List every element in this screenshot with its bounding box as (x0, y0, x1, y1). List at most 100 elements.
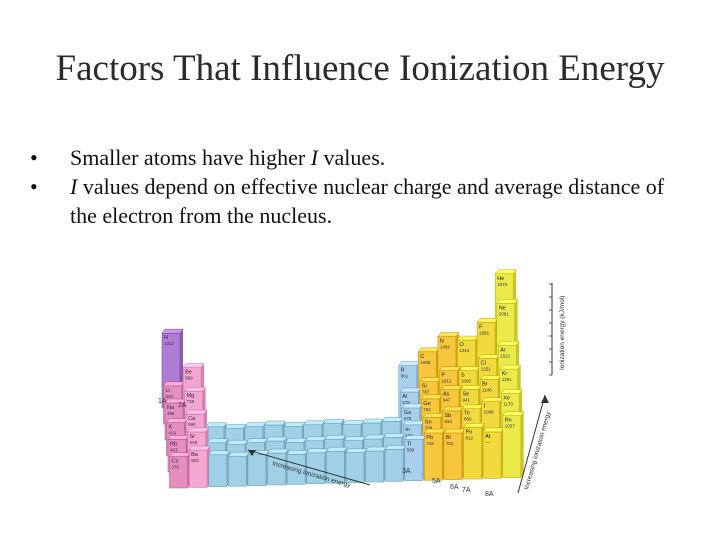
element-symbol: In (405, 427, 410, 433)
element-symbol: H (164, 335, 168, 341)
slide-title: Factors That Influence Ionization Energy (55, 48, 665, 89)
element-value: 1681 (479, 330, 490, 335)
bar-top (285, 438, 308, 443)
element-symbol: As (443, 392, 450, 398)
bar-top (167, 435, 190, 440)
element-symbol: O (460, 342, 465, 348)
element-symbol: Se (463, 391, 470, 397)
element-symbol: Sb (444, 413, 451, 419)
axis-label: Ionization energy (kJ/mol) (559, 296, 566, 370)
group-label: 1A (158, 398, 167, 405)
element-value: 1351 (502, 377, 513, 382)
bar-top (381, 417, 404, 422)
bar-top (342, 420, 365, 425)
element-value: 496 (167, 411, 175, 416)
element-symbol: Pb (426, 435, 433, 441)
bar-side (520, 411, 524, 478)
bar-top (417, 347, 440, 353)
bar-top (398, 361, 421, 366)
element-symbol: K (169, 425, 173, 431)
bar-top (205, 422, 228, 428)
bar-top (478, 354, 501, 359)
element-value: 1251 (481, 366, 492, 371)
bottom-arrow-line (247, 449, 371, 486)
element-value: 403 (170, 447, 178, 452)
bar-top (419, 377, 442, 382)
bar-top (188, 445, 211, 451)
bar-top (443, 428, 466, 434)
bar-front (345, 452, 365, 483)
group-label: 2A (178, 402, 187, 409)
bullet-dot: • (30, 145, 38, 170)
element-value: 947 (443, 398, 451, 403)
element-symbol: I (484, 404, 486, 410)
element-symbol: Li (166, 388, 170, 394)
element-value: 762 (423, 407, 431, 412)
bar-top (437, 332, 460, 337)
element-value: 787 (422, 390, 430, 395)
bar-top (497, 341, 520, 346)
element-symbol: Br (482, 382, 488, 388)
element-symbol: Si (422, 384, 427, 390)
bar-top (227, 451, 250, 457)
element-symbol: He (497, 276, 504, 282)
bar-top (264, 420, 286, 426)
element-symbol: Rn (505, 418, 512, 424)
bar-top (423, 428, 446, 434)
bar-top (438, 366, 461, 371)
element-symbol: B (401, 368, 405, 374)
element-symbol: Rb (170, 441, 177, 447)
bar-top (458, 366, 481, 371)
element-value: 1314 (460, 348, 471, 353)
bar-top (286, 450, 309, 455)
bar-top (399, 387, 422, 393)
element-symbol: At (485, 434, 491, 440)
ionization-energy-periodic-table: H 1312 He 2372 Li 520 Be 899 B 801 C 1086 N 1402 O 1314… (140, 245, 580, 500)
bar-top (163, 381, 185, 387)
element-value: 703 (446, 441, 454, 446)
element-value: 801 (401, 374, 409, 379)
element-symbol: Te (464, 411, 470, 417)
bar-front (365, 450, 384, 483)
bar-top (500, 389, 523, 394)
bar-top (502, 411, 525, 416)
element-value: 376 (172, 465, 180, 470)
element-value: 812 (466, 435, 474, 440)
element-value: 578 (402, 400, 410, 405)
element-value: 1312 (164, 341, 175, 346)
bar-top (322, 418, 345, 424)
element-value: — (485, 440, 490, 445)
element-value: 899 (185, 376, 193, 381)
bar-top (404, 435, 427, 440)
bar-top (224, 423, 247, 429)
element-symbol: Cl (481, 360, 486, 366)
element-symbol: Sn (425, 419, 432, 425)
bar-top (226, 439, 249, 445)
element-symbol: F (479, 324, 483, 330)
bullet-italic: I (310, 145, 319, 170)
group-label: 3A (402, 468, 411, 475)
bar-top (304, 436, 327, 442)
element-symbol: Bi (446, 435, 451, 441)
element-value: 1170 (503, 402, 513, 407)
element-value: 869 (464, 417, 472, 422)
group-label: 6A (450, 484, 459, 491)
element-value: 709 (425, 425, 433, 430)
bar-top (457, 335, 479, 341)
bar-top (345, 448, 368, 453)
bar-top (461, 404, 484, 409)
bar-top (422, 413, 445, 418)
bar-top (401, 403, 424, 409)
bar-top (185, 409, 208, 415)
bar-top (479, 375, 502, 380)
bar-front (247, 454, 267, 486)
bar-top (161, 328, 184, 334)
element-value: 1086 (420, 360, 431, 365)
bullet-item: • I values depend on effective nuclear c… (28, 172, 688, 230)
right-arrow-line (517, 394, 546, 494)
element-symbol: Ca (188, 416, 196, 422)
element-symbol: Ne (499, 305, 506, 311)
bar-top (283, 422, 306, 427)
element-value: 520 (166, 394, 174, 399)
